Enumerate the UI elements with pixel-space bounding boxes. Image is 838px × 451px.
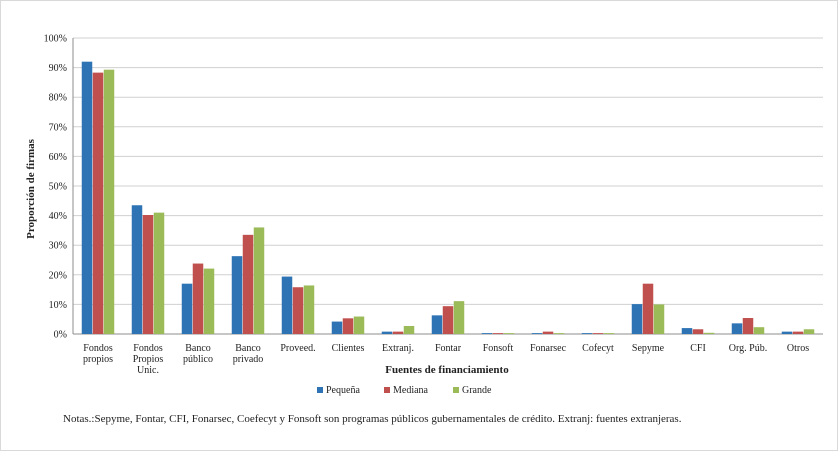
- bar-pequeña: [131, 205, 143, 334]
- bar-pequeña: [331, 321, 343, 334]
- bar-grande: [403, 326, 415, 334]
- y-axis: 0% 10% 20% 30% 40% 50% 60% 70% 80% 90% 100%: [44, 34, 74, 341]
- bar-pequeña: [681, 328, 693, 334]
- x-tick-label: Fondos propios: [83, 343, 113, 365]
- bar-grande: [553, 333, 565, 334]
- y-axis-label: Proporción de firmas: [25, 138, 37, 239]
- bar-mediana: [442, 306, 454, 334]
- y-tick-label: 40%: [49, 211, 67, 222]
- bar-mediana: [492, 333, 504, 334]
- y-tick-label: 80%: [49, 93, 67, 104]
- bar-mediana: [742, 318, 754, 334]
- bar-pequeña: [281, 276, 293, 334]
- y-tick-label: 30%: [49, 241, 67, 252]
- bar-pequeña: [181, 283, 193, 334]
- bar-grande: [353, 316, 365, 334]
- y-tick-label: 90%: [49, 63, 67, 74]
- x-tick-label: Fontar: [435, 343, 462, 354]
- bar-grande: [803, 329, 815, 334]
- y-tick-label: 10%: [49, 300, 67, 311]
- bar-grande: [703, 332, 715, 334]
- legend-label: Mediana: [393, 385, 429, 396]
- bar-pequeña: [731, 323, 743, 334]
- bar-pequeña: [381, 331, 393, 334]
- x-tick-label: Otros: [787, 343, 809, 354]
- x-tick-label: Proveed.: [280, 343, 315, 354]
- bar-grande: [653, 304, 665, 334]
- legend: Pequeña Mediana Grande: [317, 385, 492, 396]
- legend-label: Grande: [462, 385, 492, 396]
- bar-grande: [253, 227, 265, 334]
- x-tick-label: Cofecyt: [582, 343, 614, 354]
- bar-grande: [753, 327, 765, 334]
- bar-grande: [303, 285, 315, 334]
- x-tick-label: Banco público: [183, 343, 213, 365]
- x-tick-label: Clientes: [332, 343, 365, 354]
- bar-mediana: [342, 318, 354, 334]
- bar-mediana: [692, 329, 704, 334]
- bar-mediana: [92, 72, 104, 334]
- bar-mediana: [242, 234, 254, 334]
- bar-mediana: [792, 331, 804, 334]
- bar-mediana: [142, 215, 154, 334]
- bar-mediana: [592, 333, 604, 334]
- legend-label: Pequeña: [326, 385, 360, 396]
- bar-grande: [503, 333, 515, 334]
- bar-mediana: [392, 331, 404, 334]
- x-tick-label: Org. Púb.: [729, 343, 767, 354]
- bar-mediana: [192, 263, 204, 334]
- bar-grande: [153, 212, 165, 334]
- x-tick-label: Extranj.: [382, 343, 414, 354]
- footnote: Notas.:Sepyme, Fontar, CFI, Fonarsec, Co…: [63, 413, 682, 425]
- bar-pequeña: [781, 331, 793, 334]
- bar-mediana: [292, 287, 304, 334]
- y-tick-label: 100%: [44, 34, 67, 45]
- y-tick-label: 70%: [49, 122, 67, 133]
- bar-mediana: [542, 331, 554, 334]
- x-tick-label: CFI: [690, 343, 706, 354]
- x-tick-label: Sepyme: [632, 343, 665, 354]
- y-tick-label: 20%: [49, 270, 67, 281]
- bars: [81, 61, 815, 335]
- legend-swatch: [317, 387, 323, 393]
- x-axis: Fondos propios Fondos Propios Unic. Banco públ…: [83, 343, 809, 376]
- bar-grande: [103, 69, 115, 334]
- bar-pequeña: [231, 256, 243, 334]
- x-tick-label: Banco privado: [233, 343, 264, 365]
- bar-mediana: [642, 283, 654, 334]
- legend-swatch: [453, 387, 459, 393]
- x-axis-label: Fuentes de financiamiento: [385, 364, 509, 376]
- x-tick-label: Fonarsec: [530, 343, 567, 354]
- bar-pequeña: [631, 304, 643, 334]
- bar-pequeña: [531, 333, 543, 334]
- bar-grande: [603, 333, 615, 334]
- bar-chart: 0% 10% 20% 30% 40% 50% 60% 70% 80% 90% 100% Fondos…: [25, 34, 823, 396]
- y-tick-label: 60%: [49, 152, 67, 163]
- bar-pequeña: [81, 61, 93, 335]
- bar-grande: [203, 268, 215, 334]
- legend-swatch: [384, 387, 390, 393]
- y-tick-label: 0%: [54, 330, 67, 341]
- bar-grande: [453, 301, 465, 334]
- bar-pequeña: [431, 315, 443, 334]
- bar-pequeña: [581, 333, 593, 334]
- x-tick-label: Fonsoft: [483, 343, 514, 354]
- bar-pequeña: [481, 333, 493, 334]
- x-tick-label: Fondos Propios Unic.: [133, 343, 164, 376]
- y-tick-label: 50%: [49, 182, 67, 193]
